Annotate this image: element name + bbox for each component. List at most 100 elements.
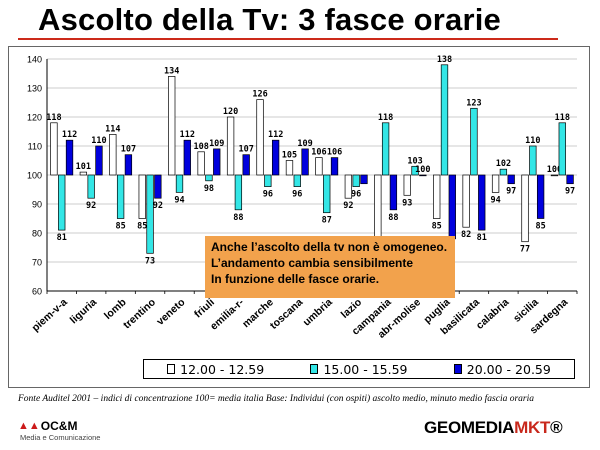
bar-calabria-series-2 — [499, 168, 508, 176]
x-tick-label: liguria — [68, 296, 100, 326]
data-label: 88 — [388, 213, 398, 223]
bar-veneto-series-2 — [175, 174, 184, 193]
annotation-box: Anche l’ascolto della tv non è omogeneo.… — [205, 236, 455, 298]
data-label: 73 — [145, 256, 155, 266]
data-label: 118 — [555, 113, 570, 123]
bar-liguria-series-3 — [95, 145, 103, 176]
y-tick-label: 140 — [27, 55, 42, 65]
data-label: 102 — [496, 159, 511, 169]
bar-basilicata-series-3 — [478, 174, 486, 231]
data-label: 96 — [292, 190, 302, 200]
annotation-line: L’andamento cambia sensibilmente — [211, 256, 414, 270]
data-label: 94 — [174, 195, 184, 205]
bar-lomb-series-2 — [116, 174, 125, 219]
data-label: 93 — [402, 198, 412, 208]
legend-label: 15.00 - 15.59 — [323, 361, 408, 377]
bar-trentino-series-2 — [146, 174, 154, 254]
bar-piem-v-a-series-2 — [58, 174, 66, 231]
legend-label: 20.00 - 20.59 — [466, 361, 551, 377]
data-label: 103 — [407, 156, 422, 166]
bar-emilia-r--series-3 — [242, 154, 250, 176]
y-tick-label: 80 — [32, 229, 42, 239]
bar-puglia-series-1 — [433, 174, 441, 219]
x-tick-label: veneto — [154, 296, 187, 328]
data-label: 85 — [432, 222, 442, 232]
bar-piem-v-a-series-1 — [50, 122, 58, 176]
data-label: 92 — [86, 201, 96, 211]
bar-friuli-series-3 — [213, 148, 221, 176]
data-label: 107 — [121, 145, 136, 155]
source-note: Fonte Auditel 2001 – indici di concentra… — [18, 394, 535, 404]
x-tick-label: piem-v-a — [30, 296, 70, 334]
data-label: 134 — [164, 66, 179, 76]
bar-emilia-r--series-1 — [226, 116, 235, 176]
x-tick-label: emilia-r- — [208, 296, 247, 333]
bar-emilia-r--series-2 — [234, 174, 243, 211]
bar-campania-series-1 — [374, 174, 382, 240]
data-label: 85 — [115, 222, 125, 232]
data-label: 118 — [378, 113, 393, 123]
bar-calabria-series-1 — [491, 174, 500, 193]
ocm-logo-brand: ▲▲ OC&M — [18, 419, 100, 433]
bar-campania-series-2 — [381, 122, 390, 176]
y-tick-label: 110 — [28, 142, 42, 152]
bar-lomb-series-3 — [124, 154, 133, 176]
x-tick-label: umbria — [301, 296, 335, 328]
bar-umbria-series-1 — [315, 157, 323, 176]
x-tick-label: lazio — [339, 296, 364, 321]
ocm-logo-subtitle: Media e Comunicazione — [20, 433, 101, 442]
data-label: 110 — [525, 136, 540, 146]
data-label: 114 — [105, 124, 120, 134]
bar-abr-molise-series-3 — [419, 174, 427, 177]
bar-friuli-series-2 — [205, 174, 213, 182]
bar-campania-series-3 — [389, 174, 398, 211]
bar-chart: 60 70 80 90 100 110 120 130 140 118 81 112 piem-v-a 1… — [27, 55, 578, 341]
bar-calabria-series-3 — [507, 174, 515, 185]
data-label: 106 — [311, 148, 326, 158]
data-label: 123 — [466, 98, 481, 108]
bar-toscana-series-2 — [293, 174, 301, 187]
data-label: 107 — [239, 145, 254, 155]
bar-liguria-series-1 — [79, 171, 88, 176]
bar-toscana-series-3 — [301, 148, 309, 176]
data-label: 85 — [536, 222, 546, 232]
data-label: 77 — [520, 245, 530, 255]
legend-item-series-2: 15.00 - 15.59 — [310, 361, 408, 377]
y-tick-label: 70 — [32, 258, 42, 268]
legend-item-series-3: 20.00 - 20.59 — [453, 361, 551, 377]
data-label: 85 — [137, 222, 147, 232]
data-label: 92 — [343, 201, 353, 211]
data-label: 94 — [490, 195, 500, 205]
bar-veneto-series-1 — [168, 76, 176, 176]
title-underline — [18, 38, 558, 40]
geomedia-logo: GEOMEDIAMKT® — [424, 418, 563, 438]
bar-trentino-series-1 — [138, 174, 146, 219]
x-tick-label: friuli — [192, 296, 217, 320]
triangle-icon: ▲▲ — [18, 420, 40, 432]
annotation-line: Anche l’ascolto della tv non è omogeneo. — [211, 240, 448, 254]
y-tick-label: 60 — [32, 287, 42, 297]
bar-umbria-series-3 — [330, 157, 339, 176]
bar-lomb-series-1 — [109, 134, 117, 176]
bar-toscana-series-1 — [285, 160, 294, 176]
bar-piem-v-a-series-3 — [65, 139, 74, 176]
y-tick-label: 90 — [32, 200, 42, 210]
legend-swatch — [310, 364, 319, 374]
annotation-line: In funzione delle fasce orarie. — [211, 272, 380, 286]
data-label: 108 — [193, 142, 208, 152]
geomedia-logo-mark: ® — [550, 418, 563, 437]
data-label: 101 — [76, 162, 91, 172]
bar-liguria-series-2 — [87, 174, 95, 199]
data-label: 81 — [477, 233, 487, 243]
data-label: 120 — [223, 107, 238, 117]
ocm-logo: ▲▲ OC&M Media e Comunicazione — [18, 419, 100, 442]
data-label: 96 — [263, 190, 273, 200]
legend-swatch — [167, 364, 176, 374]
bar-abr-molise-series-2 — [411, 165, 419, 176]
data-label: 92 — [153, 201, 163, 211]
bar-marche-series-1 — [256, 99, 264, 176]
y-tick-label: 130 — [27, 84, 42, 94]
bar-marche-series-3 — [271, 139, 280, 176]
data-label: 112 — [62, 130, 77, 140]
bar-puglia-series-2 — [440, 64, 449, 176]
